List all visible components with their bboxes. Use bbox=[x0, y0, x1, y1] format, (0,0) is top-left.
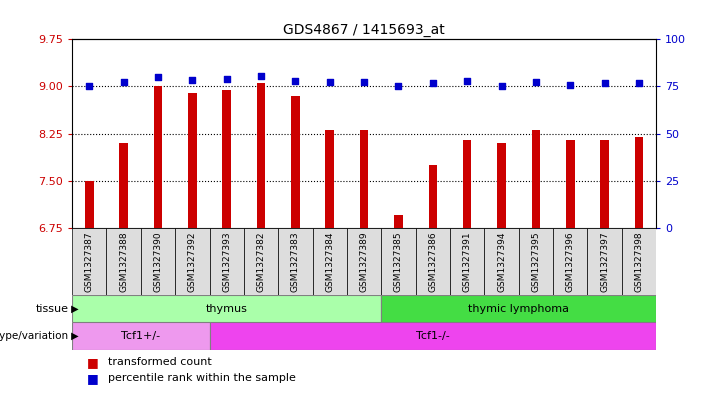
Point bbox=[290, 78, 301, 84]
Text: GSM1327395: GSM1327395 bbox=[531, 231, 540, 292]
Bar bbox=[394, 215, 403, 228]
Bar bbox=[347, 228, 381, 295]
Point bbox=[461, 78, 473, 84]
Text: GSM1327388: GSM1327388 bbox=[119, 231, 128, 292]
Bar bbox=[210, 228, 244, 295]
Point bbox=[633, 80, 645, 86]
Text: Tcf1-/-: Tcf1-/- bbox=[416, 331, 450, 341]
Bar bbox=[244, 228, 278, 295]
Text: GSM1327384: GSM1327384 bbox=[325, 231, 335, 292]
Text: GSM1327383: GSM1327383 bbox=[291, 231, 300, 292]
Text: ■: ■ bbox=[87, 356, 102, 369]
Bar bbox=[485, 228, 518, 295]
Text: GSM1327391: GSM1327391 bbox=[463, 231, 472, 292]
Text: GSM1327392: GSM1327392 bbox=[188, 231, 197, 292]
Point bbox=[496, 83, 508, 90]
Bar bbox=[154, 86, 162, 228]
Point bbox=[255, 73, 267, 79]
Point bbox=[221, 76, 232, 82]
Bar bbox=[175, 228, 210, 295]
Bar bbox=[415, 228, 450, 295]
Text: percentile rank within the sample: percentile rank within the sample bbox=[108, 373, 296, 383]
Bar bbox=[325, 130, 334, 228]
Point bbox=[152, 74, 164, 80]
Title: GDS4867 / 1415693_at: GDS4867 / 1415693_at bbox=[283, 23, 445, 37]
Bar bbox=[107, 228, 141, 295]
Point bbox=[324, 79, 335, 85]
Bar bbox=[313, 228, 347, 295]
Bar bbox=[120, 143, 128, 228]
Bar bbox=[497, 143, 506, 228]
Bar bbox=[222, 90, 231, 228]
Bar bbox=[531, 130, 540, 228]
Bar bbox=[381, 228, 415, 295]
Bar bbox=[291, 96, 300, 228]
Bar bbox=[450, 228, 485, 295]
Bar bbox=[622, 228, 656, 295]
Text: thymic lymphoma: thymic lymphoma bbox=[468, 303, 569, 314]
Point bbox=[565, 82, 576, 88]
Bar bbox=[553, 228, 588, 295]
Point bbox=[427, 80, 438, 86]
Text: GSM1327387: GSM1327387 bbox=[85, 231, 94, 292]
Text: ▶: ▶ bbox=[68, 303, 79, 314]
Text: Tcf1+/-: Tcf1+/- bbox=[121, 331, 160, 341]
Text: GSM1327390: GSM1327390 bbox=[154, 231, 162, 292]
Text: GSM1327398: GSM1327398 bbox=[634, 231, 643, 292]
Bar bbox=[588, 228, 622, 295]
Text: GSM1327397: GSM1327397 bbox=[600, 231, 609, 292]
Bar bbox=[566, 140, 575, 228]
Text: genotype/variation: genotype/variation bbox=[0, 331, 68, 341]
Bar bbox=[634, 137, 643, 228]
Bar bbox=[518, 228, 553, 295]
Text: GSM1327394: GSM1327394 bbox=[497, 231, 506, 292]
Text: GSM1327382: GSM1327382 bbox=[257, 231, 265, 292]
Text: transformed count: transformed count bbox=[108, 357, 212, 367]
Bar bbox=[72, 295, 381, 322]
Text: GSM1327389: GSM1327389 bbox=[360, 231, 368, 292]
Text: GSM1327386: GSM1327386 bbox=[428, 231, 438, 292]
Point bbox=[118, 79, 129, 85]
Bar bbox=[428, 165, 437, 228]
Text: GSM1327385: GSM1327385 bbox=[394, 231, 403, 292]
Point bbox=[599, 80, 611, 86]
Point bbox=[393, 83, 404, 90]
Bar bbox=[188, 93, 197, 228]
Point bbox=[358, 79, 370, 85]
Bar bbox=[278, 228, 313, 295]
Bar bbox=[72, 228, 107, 295]
Text: GSM1327393: GSM1327393 bbox=[222, 231, 231, 292]
Text: thymus: thymus bbox=[205, 303, 247, 314]
Bar bbox=[210, 322, 656, 350]
Point bbox=[187, 77, 198, 83]
Text: ▶: ▶ bbox=[68, 331, 79, 341]
Bar bbox=[463, 140, 472, 228]
Text: ■: ■ bbox=[87, 371, 102, 385]
Bar bbox=[141, 228, 175, 295]
Bar bbox=[601, 140, 609, 228]
Text: GSM1327396: GSM1327396 bbox=[566, 231, 575, 292]
Bar bbox=[72, 322, 210, 350]
Point bbox=[530, 79, 541, 85]
Bar bbox=[257, 83, 265, 228]
Bar bbox=[85, 181, 94, 228]
Text: tissue: tissue bbox=[35, 303, 68, 314]
Bar bbox=[381, 295, 656, 322]
Point bbox=[84, 83, 95, 90]
Bar bbox=[360, 130, 368, 228]
